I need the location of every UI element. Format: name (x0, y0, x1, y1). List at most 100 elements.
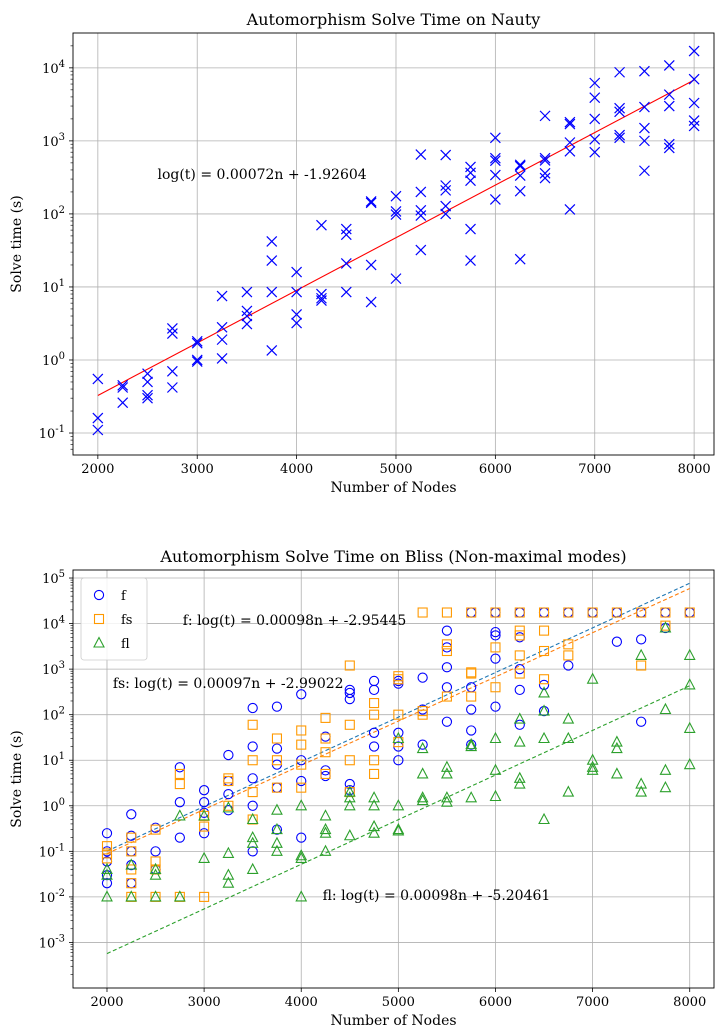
data-point (563, 650, 574, 661)
data-point (271, 755, 283, 766)
data-point (514, 684, 525, 696)
data-point (296, 782, 307, 793)
data-point (392, 824, 405, 836)
data-point (241, 286, 253, 298)
data-point (441, 645, 452, 657)
data-point (241, 310, 253, 322)
data-point (564, 116, 576, 128)
data-point (223, 749, 234, 761)
data-point (271, 844, 283, 856)
data-point (538, 679, 550, 691)
data-points (101, 607, 696, 902)
data-point (344, 755, 355, 766)
data-point (392, 822, 405, 835)
data-point (291, 309, 303, 320)
y-axis-label: Solve time (s) (9, 730, 25, 827)
data-point (216, 353, 228, 364)
data-point (247, 846, 258, 857)
plot-frame (72, 569, 715, 989)
data-point (271, 836, 283, 848)
data-point (369, 698, 380, 709)
x-ticks: 2000 3000 4000 5000 6000 7000 8000 (81, 455, 711, 477)
data-point (514, 719, 525, 730)
data-point (343, 829, 356, 841)
data-point (125, 858, 138, 870)
data-point (150, 824, 161, 835)
data-point (291, 317, 303, 329)
data-point (563, 660, 574, 671)
data-point (514, 632, 525, 643)
data-point (466, 607, 477, 618)
data-point (466, 682, 477, 693)
x-axis-label: Number of Nodes (330, 1013, 456, 1029)
x-tick-label: 3000 (188, 995, 221, 1010)
data-point (344, 719, 355, 730)
y-tick-label: 10-3 (39, 933, 65, 951)
data-point (271, 822, 283, 835)
data-point (241, 305, 253, 317)
data-point (466, 691, 477, 702)
y-tick-label: 100 (42, 797, 65, 815)
data-point (101, 890, 113, 902)
data-point (166, 328, 178, 339)
data-point (417, 739, 428, 750)
x-tick-label: 3000 (181, 462, 214, 477)
series-data (92, 45, 700, 436)
data-point (490, 607, 501, 618)
x-ticks: 2000 3000 4000 5000 6000 7000 8000 (90, 988, 706, 1010)
data-point (142, 389, 153, 401)
legend-box (80, 577, 148, 661)
data-point (166, 323, 178, 334)
y-tick-label: 10-1 (39, 424, 65, 442)
data-point (639, 135, 650, 147)
data-point (369, 709, 380, 720)
data-point (489, 155, 501, 167)
data-point (539, 110, 551, 122)
data-point (465, 223, 476, 235)
data-point (538, 607, 550, 618)
data-point (589, 133, 601, 145)
data-point (513, 735, 526, 747)
data-point (344, 660, 355, 671)
data-point (514, 630, 525, 641)
data-point (659, 702, 672, 715)
data-point (539, 152, 551, 164)
data-point (191, 335, 203, 347)
data-point (174, 797, 185, 808)
data-point (614, 106, 626, 118)
legend-entry: fl (121, 637, 130, 652)
data-point (191, 356, 203, 368)
chart-title: Automorphism Solve Time on Nauty (246, 10, 541, 29)
data-point (390, 206, 402, 217)
data-point (216, 334, 228, 346)
data-point (417, 709, 428, 720)
data-point (166, 382, 178, 393)
data-point (392, 731, 405, 744)
data-point (490, 653, 501, 664)
data-point (390, 209, 402, 220)
data-point (614, 132, 626, 144)
data-point (465, 167, 476, 179)
data-point (441, 642, 453, 653)
data-point (636, 660, 647, 671)
data-point (683, 678, 696, 690)
data-point (513, 712, 526, 724)
y-tick-label: 103 (42, 132, 65, 150)
data-point (296, 759, 307, 770)
data-point (539, 167, 551, 179)
data-point (417, 672, 428, 683)
data-point (538, 704, 550, 716)
data-point (343, 791, 356, 803)
data-point (614, 129, 626, 141)
data-point (562, 785, 575, 797)
minor-ticks (70, 45, 73, 450)
data-point (198, 797, 210, 808)
data-point (639, 122, 650, 134)
fit-annotation: fl: log(t) = 0.00098n + -5.20461 (323, 888, 551, 904)
data-point (440, 180, 452, 191)
data-point (683, 721, 696, 733)
legend-marker (93, 636, 105, 648)
data-point (365, 196, 377, 207)
data-point (296, 725, 307, 736)
